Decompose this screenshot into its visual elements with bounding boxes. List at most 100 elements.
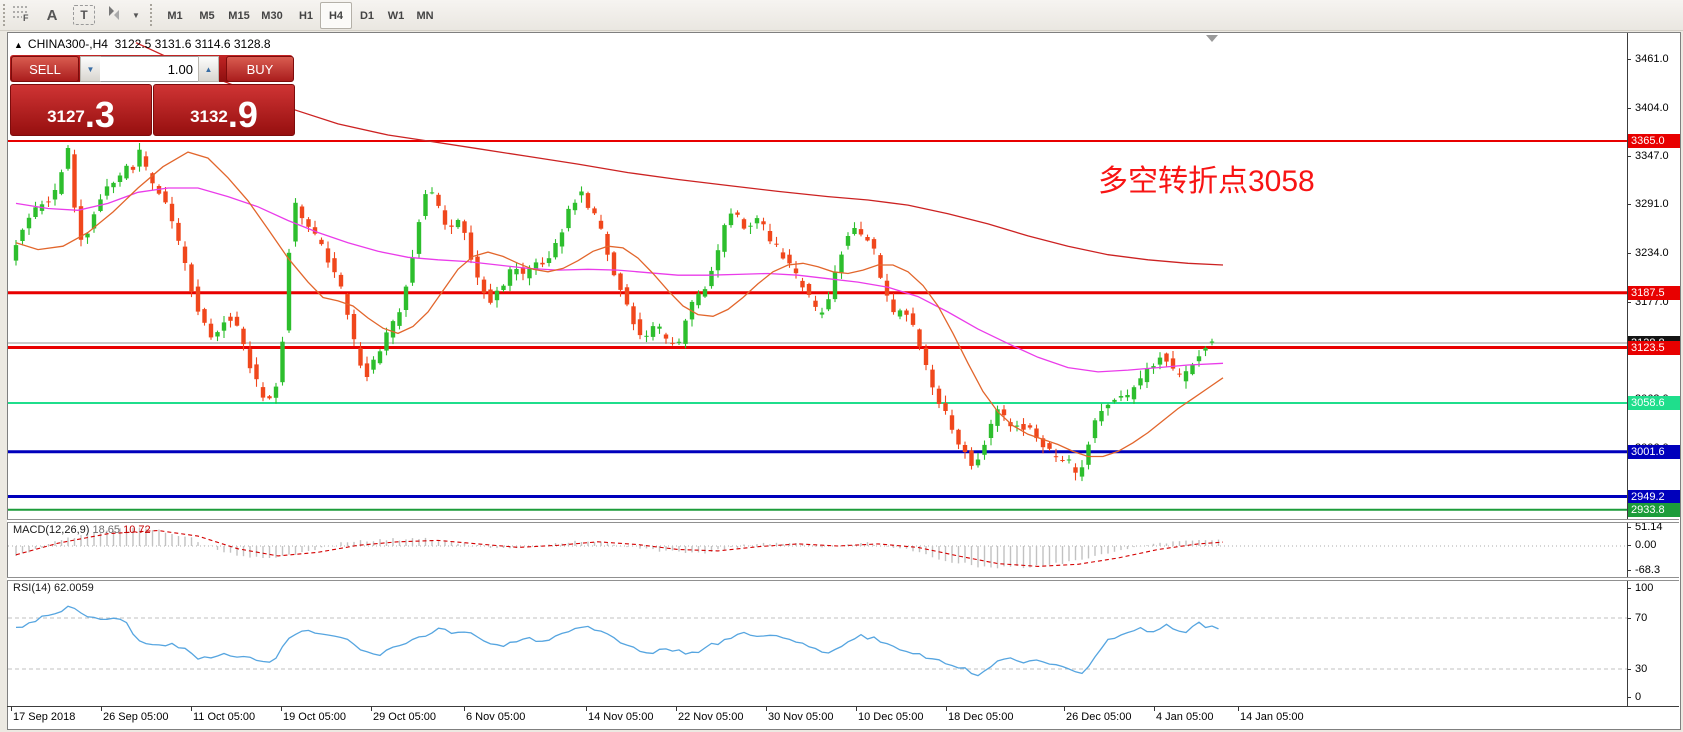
rsi-axis-label: 0 [1635, 691, 1642, 703]
x-tick [11, 707, 12, 711]
x-axis-label: 10 Dec 05:00 [858, 711, 924, 723]
toolbar-grip-2[interactable] [150, 4, 156, 26]
y-tick-label: 3404.0 [1635, 101, 1669, 114]
symbol-triangle-icon: ▲ [14, 40, 23, 50]
volume-increase-button[interactable]: ▲ [198, 56, 219, 82]
volume-decrease-button[interactable]: ▼ [80, 56, 101, 82]
timeframe-m1-button[interactable]: M1 [167, 9, 183, 22]
x-tick [1154, 707, 1155, 711]
y-tick-label: 3461.0 [1635, 52, 1669, 65]
macd-tick [1627, 570, 1631, 571]
x-axis-label: 6 Nov 05:00 [466, 711, 526, 723]
chart-text-annotation: 多空转折点3058 [1098, 165, 1315, 198]
price-axis[interactable]: 3461.03404.03347.03291.03234.03177.03120… [1627, 33, 1680, 705]
text-label-icon[interactable]: T [73, 5, 95, 25]
x-tick [856, 707, 857, 711]
x-tick [464, 707, 465, 711]
x-axis-label: 22 Nov 05:00 [678, 711, 744, 723]
arrows-dropdown-caret-icon[interactable]: ▼ [132, 11, 140, 20]
x-axis-label: 14 Nov 05:00 [588, 711, 654, 723]
rsi-tick [1627, 618, 1631, 619]
rsi-axis-label: 100 [1635, 582, 1654, 594]
timeframe-mn-button[interactable]: MN [416, 9, 434, 22]
arrows-glyph [109, 6, 119, 20]
rsi-axis-label: 70 [1635, 612, 1648, 624]
x-axis-label: 18 Dec 05:00 [948, 711, 1014, 723]
price-axis-line [1627, 33, 1628, 706]
timeframe-h4-button[interactable]: H4 [320, 2, 352, 29]
buy-button[interactable]: BUY [226, 56, 294, 82]
macd-label: MACD(12,26,9) 18.65 10.72 [13, 524, 151, 536]
sell-price-button[interactable]: 3127.3 [10, 84, 152, 136]
sell-button[interactable]: SELL [11, 56, 79, 82]
x-axis-label: 11 Oct 05:00 [193, 711, 256, 723]
chart-window [7, 32, 1681, 730]
toolbar-grip[interactable] [3, 4, 9, 26]
svg-text:F: F [23, 13, 29, 22]
rsi-tick [1627, 697, 1631, 698]
rsi-pane-canvas[interactable] [8, 579, 1627, 705]
timeframe-m5-button[interactable]: M5 [199, 9, 215, 22]
level-price-tag-2933.8: 2933.8 [1628, 502, 1680, 517]
y-tick-label: 3291.0 [1635, 198, 1669, 211]
macd-tick [1627, 527, 1631, 528]
level-price-tag-3001.6: 3001.6 [1628, 444, 1680, 459]
x-axis-label: 30 Nov 05:00 [768, 711, 834, 723]
x-tick [766, 707, 767, 711]
macd-pane-canvas[interactable] [8, 522, 1627, 577]
sell-price-pips: .3 [84, 94, 115, 135]
arrows-icon[interactable] [103, 2, 125, 24]
level-price-tag-3058.6: 3058.6 [1628, 396, 1680, 410]
fibonacci-retracement-icon[interactable]: F [10, 2, 32, 24]
level-price-tag-3187.5: 3187.5 [1628, 285, 1680, 300]
rsi-pane-splitter[interactable] [7, 577, 1679, 581]
time-axis[interactable]: 17 Sep 2018 26 Sep 05:00 11 Oct 05:00 19… [8, 707, 1679, 727]
volume-spinner: ▼ ▲ [80, 56, 219, 82]
level-price-tag-3123.5: 3123.5 [1628, 340, 1680, 355]
price-chart-canvas[interactable] [8, 35, 1627, 519]
rsi-axis-label: 30 [1635, 663, 1648, 675]
macd-tick [1627, 545, 1631, 546]
timeframe-m15-button[interactable]: M15 [228, 9, 250, 22]
ma-orange-line [15, 151, 1224, 458]
rsi-tick [1627, 669, 1631, 670]
x-tick [1064, 707, 1065, 711]
buy-price-button[interactable]: 3132.9 [153, 84, 295, 136]
x-tick [1238, 707, 1239, 711]
x-tick [676, 707, 677, 711]
fibonacci-retracement-glyph: F [13, 6, 29, 22]
chart-ohlc-values: 3122.5 3131.6 3114.6 3128.8 [114, 37, 271, 51]
level-price-tag-2949.2: 2949.2 [1628, 489, 1680, 504]
y-tick [1627, 204, 1631, 206]
chart-shift-marker-icon[interactable] [1206, 35, 1218, 42]
x-axis-label: 26 Sep 05:00 [103, 711, 169, 723]
macd-signal-value: 10.72 [123, 524, 151, 536]
macd-main-value: 18.65 [92, 524, 121, 536]
timeframe-w1-button[interactable]: W1 [387, 9, 405, 22]
chart-symbol-label: CHINA300-,H4 [27, 37, 108, 51]
timeframe-d1-button[interactable]: D1 [359, 9, 375, 22]
x-axis-label: 17 Sep 2018 [13, 711, 76, 723]
macd-name: MACD(12,26,9) [13, 524, 90, 536]
macd-axis-label: 51.14 [1635, 521, 1663, 533]
y-tick [1627, 156, 1631, 158]
y-tick [1627, 107, 1631, 109]
buy-price-main: 3132 [190, 107, 228, 126]
x-axis-label: 14 Jan 05:00 [1240, 711, 1304, 723]
ma-red-line [135, 42, 1224, 266]
timeframe-m30-button[interactable]: M30 [261, 9, 283, 22]
volume-input[interactable] [100, 57, 199, 81]
rsi-name: RSI(14) [13, 582, 51, 594]
y-tick [1627, 253, 1631, 254]
x-tick [191, 707, 192, 711]
rsi-line [15, 605, 1219, 677]
macd-pane-splitter[interactable] [7, 519, 1679, 523]
x-tick [281, 707, 282, 711]
timeframe-h1-button[interactable]: H1 [298, 9, 314, 22]
x-tick [946, 707, 947, 711]
toolbar: F A T ▼ M1 M5 M15 M30 H1 H4 D1 W1 MN [0, 0, 1683, 31]
macd-axis-label: -68.3 [1635, 564, 1661, 576]
rsi-tick [1627, 588, 1631, 589]
text-icon[interactable]: A [46, 7, 58, 24]
